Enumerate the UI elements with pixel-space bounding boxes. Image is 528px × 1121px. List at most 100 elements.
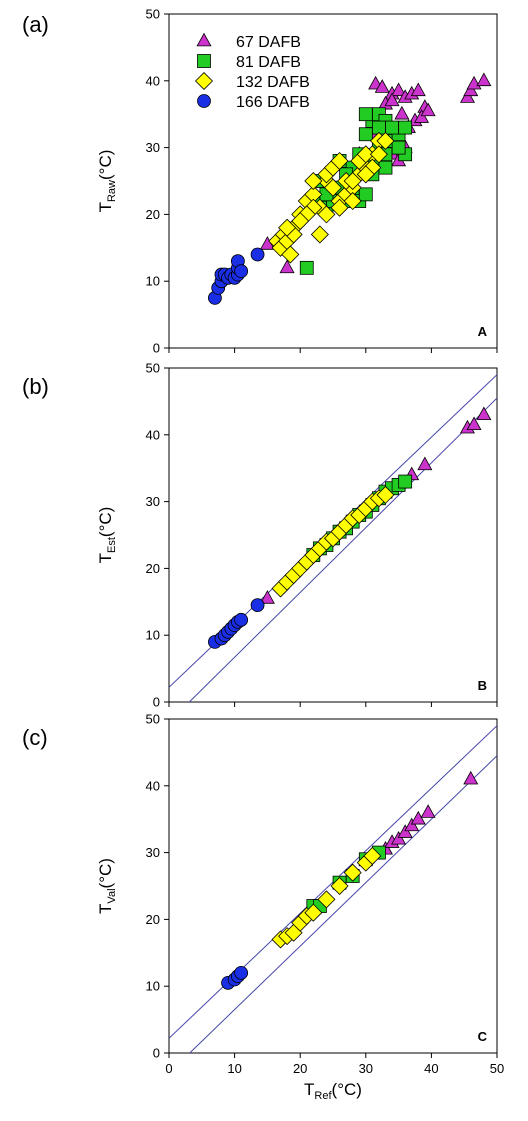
data-point: [356, 145, 375, 164]
legend-label: 81 DAFB: [236, 54, 301, 71]
data-point: [404, 817, 420, 832]
data-point: [391, 140, 406, 155]
corner-label: C: [478, 1029, 488, 1044]
data-point: [410, 82, 426, 97]
y-tick-label: 0: [153, 695, 160, 710]
data-point: [259, 590, 275, 604]
y-tick-label: 20: [146, 561, 160, 576]
data-point: [358, 107, 373, 122]
reference-line: [188, 755, 497, 1053]
points: [208, 406, 492, 649]
y-tick-label: 10: [146, 628, 160, 643]
data-point: [310, 225, 329, 244]
data-point: [420, 102, 436, 117]
y-tick-label: 50: [146, 361, 160, 376]
data-point: [466, 416, 482, 431]
data-point: [391, 830, 407, 845]
data-point: [369, 145, 388, 164]
data-point: [420, 804, 436, 818]
data-point: [463, 82, 479, 97]
legend-marker: [197, 94, 211, 108]
y-tick-label: 0: [153, 1046, 160, 1061]
data-point: [317, 890, 336, 909]
data-point: [291, 212, 310, 231]
legend-label: 166 DAFB: [236, 94, 310, 111]
data-point: [398, 120, 413, 135]
data-point: [363, 846, 382, 865]
data-point: [250, 247, 265, 262]
corner-label: A: [478, 324, 488, 339]
y-tick-label: 30: [146, 845, 160, 860]
y-tick-label: 40: [146, 73, 160, 88]
data-point: [304, 171, 323, 191]
data-point: [234, 264, 249, 279]
data-point: [278, 218, 297, 237]
data-point: [304, 903, 323, 922]
y-tick-label: 20: [146, 912, 160, 927]
data-point: [234, 965, 249, 980]
data-point: [356, 165, 375, 184]
data-point: [281, 245, 300, 264]
x-tick-label: 20: [293, 1061, 307, 1076]
y-tick-label: 30: [146, 140, 160, 155]
y-tick-label: 50: [146, 7, 160, 22]
legend-marker: [194, 71, 214, 91]
y-tick-label: 40: [146, 427, 160, 442]
x-tick-label: 10: [227, 1061, 241, 1076]
data-point: [394, 105, 410, 120]
data-point: [279, 259, 295, 274]
legend-label: 132 DAFB: [236, 74, 310, 91]
x-tick-label: 50: [490, 1061, 504, 1076]
y-axis-label: TVal(°C): [96, 858, 118, 914]
y-tick-label: 50: [146, 712, 160, 727]
data-point: [391, 82, 407, 97]
data-point: [476, 406, 492, 421]
data-point: [358, 127, 373, 142]
points: [221, 770, 479, 990]
data-point: [385, 120, 399, 135]
panel-label: (b): [22, 374, 49, 399]
plot-frame: [168, 718, 498, 1054]
y-axis-label: TRaw(°C): [96, 150, 118, 213]
data-point: [398, 474, 413, 489]
y-axis-label: TEst(°C): [96, 507, 118, 564]
x-tick-label: 40: [424, 1061, 438, 1076]
panel-label: (a): [22, 12, 49, 37]
plot-frame: [168, 367, 498, 703]
y-tick-label: 10: [146, 274, 160, 289]
legend: 67 DAFB 81 DAFB 132 DAFB 166 DAFB: [194, 32, 310, 111]
data-point: [323, 178, 343, 197]
data-point: [410, 810, 426, 825]
data-point: [343, 171, 362, 191]
y-tick-label: 30: [146, 494, 160, 509]
data-point: [250, 598, 265, 613]
data-point: [397, 824, 413, 838]
panel-c: 0 10 20 30 40 50 0 10 20 30 40 50 C (c) TVal(°C): [22, 712, 504, 1077]
x-tick-label: 30: [359, 1061, 373, 1076]
data-point: [374, 79, 390, 93]
legend-marker: [196, 32, 212, 47]
data-point: [317, 205, 336, 224]
y-tick-label: 10: [146, 979, 160, 994]
y-tick-label: 40: [146, 778, 160, 793]
legend-marker: [197, 54, 211, 68]
plot-frame: [168, 13, 498, 349]
data-point: [330, 151, 349, 170]
data-point: [414, 109, 430, 123]
data-point: [343, 863, 362, 882]
data-point: [330, 198, 349, 217]
panel-a: 0 10 20 30 40 50 A (a) TRaw(°C) 67 DAFB 81 DAFB 132…: [22, 7, 498, 356]
x-tick-label: 0: [165, 1061, 172, 1076]
data-point: [459, 89, 475, 103]
data-point: [299, 260, 314, 275]
points: [208, 72, 492, 305]
legend-label: 67 DAFB: [236, 34, 301, 51]
data-point: [234, 612, 249, 627]
y-tick-label: 20: [146, 207, 160, 222]
data-point: [376, 131, 395, 150]
data-point: [417, 456, 433, 471]
panel-b: 0 10 20 30 40 50 B (b) TEst(°C): [22, 361, 498, 710]
data-point: [476, 72, 492, 87]
data-point: [358, 187, 373, 202]
